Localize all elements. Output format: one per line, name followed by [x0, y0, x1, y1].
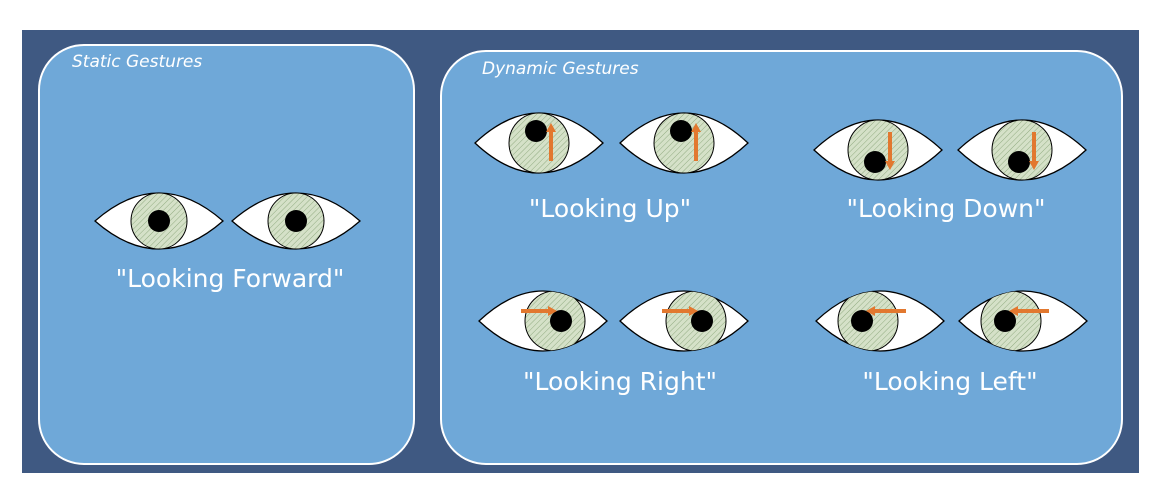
eye-icon: [619, 290, 749, 352]
eye-icon: [813, 119, 943, 181]
iris: [508, 113, 570, 173]
eye-icon: [478, 290, 608, 352]
caption-looking-forward: "Looking Forward": [115, 264, 345, 293]
arrowhead-icon: [691, 123, 701, 132]
eye-icon: [94, 192, 224, 250]
arrowhead-icon: [546, 123, 556, 132]
pupil: [670, 120, 692, 142]
pupil: [550, 310, 572, 332]
eye-icon: [231, 192, 361, 250]
eye-icon: [957, 119, 1087, 181]
pupil: [1008, 151, 1030, 173]
dynamic-gestures-title: Dynamic Gestures: [482, 59, 639, 79]
arrowhead-icon: [1009, 306, 1018, 316]
iris-group: [991, 120, 1053, 180]
dynamic-gestures-panel: [440, 50, 1123, 465]
pupil: [691, 310, 713, 332]
iris: [991, 120, 1053, 180]
caption-looking-down: "Looking Down": [846, 194, 1046, 223]
iris: [653, 113, 715, 173]
iris: [847, 120, 909, 180]
eye-icon: [619, 112, 749, 174]
pupil: [994, 310, 1016, 332]
static-gestures-title: Static Gestures: [72, 52, 203, 72]
pupil: [525, 120, 547, 142]
pupil: [851, 310, 873, 332]
pupil: [285, 210, 307, 232]
iris-group: [508, 113, 570, 173]
iris-group: [847, 120, 909, 180]
caption-looking-left: "Looking Left": [862, 367, 1038, 396]
pupil: [864, 151, 886, 173]
eye-icon: [958, 290, 1088, 352]
arrowhead-icon: [866, 306, 875, 316]
arrowhead-icon: [885, 161, 895, 170]
iris-group: [653, 113, 715, 173]
arrowhead-icon: [548, 306, 557, 316]
eye-icon: [474, 112, 604, 174]
arrowhead-icon: [689, 306, 698, 316]
arrowhead-icon: [1029, 161, 1039, 170]
caption-looking-right: "Looking Right": [523, 367, 717, 396]
static-gestures-panel: [38, 44, 415, 465]
eye-icon: [815, 290, 945, 352]
caption-looking-up: "Looking Up": [528, 194, 692, 223]
pupil: [148, 210, 170, 232]
